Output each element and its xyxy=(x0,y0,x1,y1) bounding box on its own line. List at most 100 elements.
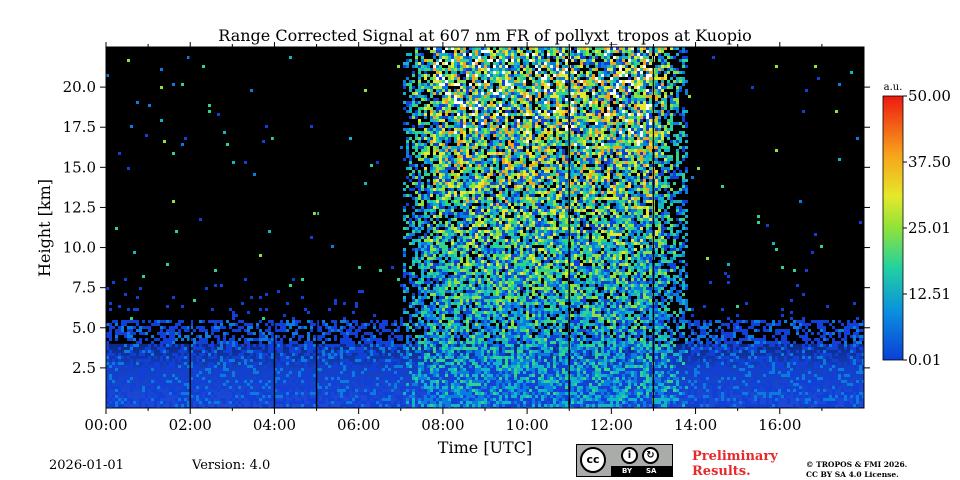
heatmap-cell xyxy=(340,389,343,392)
heatmap-cell xyxy=(367,359,370,362)
heatmap-cell xyxy=(493,71,496,74)
heatmap-cell xyxy=(142,332,145,335)
heatmap-cell xyxy=(487,377,490,380)
heatmap-cell xyxy=(433,299,436,302)
heatmap-cell xyxy=(502,68,505,71)
heatmap-cell xyxy=(457,350,460,353)
heatmap-cell xyxy=(232,335,235,338)
heatmap-cell xyxy=(331,365,334,368)
heatmap-cell xyxy=(460,281,463,284)
heatmap-cell xyxy=(259,296,262,299)
heatmap-cell xyxy=(475,257,478,260)
heatmap-cell xyxy=(184,362,187,365)
heatmap-cell xyxy=(460,278,463,281)
heatmap-cell xyxy=(466,392,469,395)
heatmap-cell xyxy=(271,341,274,344)
heatmap-cell xyxy=(283,380,286,383)
heatmap-cell xyxy=(466,89,469,92)
heatmap-cell xyxy=(388,353,391,356)
heatmap-cell xyxy=(406,137,409,140)
heatmap-cell xyxy=(421,224,424,227)
heatmap-cell xyxy=(463,59,466,62)
heatmap-cell xyxy=(268,398,271,401)
heatmap-cell xyxy=(442,389,445,392)
heatmap-cell xyxy=(439,275,442,278)
heatmap-cell xyxy=(346,335,349,338)
heatmap-cell xyxy=(403,86,406,89)
heatmap-cell xyxy=(463,374,466,377)
heatmap-cell xyxy=(469,89,472,92)
heatmap-cell xyxy=(442,95,445,98)
heatmap-cell xyxy=(421,350,424,353)
heatmap-cell xyxy=(475,92,478,95)
heatmap-cell xyxy=(418,83,421,86)
heatmap-cell xyxy=(418,326,421,329)
heatmap-cell xyxy=(178,323,181,326)
heatmap-cell xyxy=(499,206,502,209)
heatmap-cell xyxy=(448,95,451,98)
heatmap-cell xyxy=(433,62,436,65)
heatmap-cell xyxy=(196,395,199,398)
heatmap-cell xyxy=(484,290,487,293)
heatmap-cell xyxy=(352,386,355,389)
heatmap-cell xyxy=(430,125,433,128)
heatmap-cell xyxy=(502,242,505,245)
heatmap-cell xyxy=(376,383,379,386)
heatmap-cell xyxy=(427,104,430,107)
heatmap-cell xyxy=(316,395,319,398)
heatmap-cell xyxy=(499,71,502,74)
heatmap-cell xyxy=(409,59,412,62)
heatmap-cell xyxy=(457,68,460,71)
heatmap-cell xyxy=(406,326,409,329)
heatmap-cell xyxy=(448,152,451,155)
heatmap-cell xyxy=(391,359,394,362)
heatmap-cell xyxy=(469,101,472,104)
heatmap-cell xyxy=(469,263,472,266)
heatmap-cell xyxy=(496,278,499,281)
heatmap-cell xyxy=(295,341,298,344)
heatmap-cell xyxy=(442,293,445,296)
heatmap-cell xyxy=(250,398,253,401)
heatmap-cell xyxy=(490,257,493,260)
heatmap-cell xyxy=(118,332,121,335)
heatmap-cell xyxy=(328,368,331,371)
heatmap-cell xyxy=(457,188,460,191)
heatmap-cell xyxy=(421,248,424,251)
heatmap-cell xyxy=(436,140,439,143)
heatmap-cell xyxy=(358,377,361,380)
heatmap-cell xyxy=(481,377,484,380)
heatmap-cell xyxy=(223,368,226,371)
heatmap-cell xyxy=(220,284,223,287)
heatmap-cell xyxy=(502,374,505,377)
heatmap-cell xyxy=(448,182,451,185)
heatmap-cell xyxy=(442,233,445,236)
heatmap-cell xyxy=(457,329,460,332)
heatmap-cell xyxy=(490,266,493,269)
heatmap-cell xyxy=(460,254,463,257)
heatmap-cell xyxy=(460,53,463,56)
heatmap-cell xyxy=(427,122,430,125)
heatmap-cell xyxy=(448,140,451,143)
heatmap-cell xyxy=(451,194,454,197)
heatmap-cell xyxy=(451,146,454,149)
heatmap-cell xyxy=(232,338,235,341)
heatmap-cell xyxy=(340,392,343,395)
heatmap-cell xyxy=(460,95,463,98)
heatmap-cell xyxy=(478,179,481,182)
heatmap-cell xyxy=(448,404,451,407)
heatmap-cell xyxy=(343,392,346,395)
heatmap-cell xyxy=(472,290,475,293)
heatmap-cell xyxy=(358,404,361,407)
heatmap-cell xyxy=(415,89,418,92)
heatmap-cell xyxy=(454,335,457,338)
heatmap-cell xyxy=(451,263,454,266)
heatmap-cell xyxy=(166,368,169,371)
heatmap-cell xyxy=(487,236,490,239)
heatmap-cell xyxy=(484,128,487,131)
heatmap-cell xyxy=(418,350,421,353)
heatmap-cell xyxy=(292,320,295,323)
heatmap-cell xyxy=(502,56,505,59)
heatmap-cell xyxy=(421,245,424,248)
heatmap-cell xyxy=(442,245,445,248)
heatmap-cell xyxy=(448,149,451,152)
